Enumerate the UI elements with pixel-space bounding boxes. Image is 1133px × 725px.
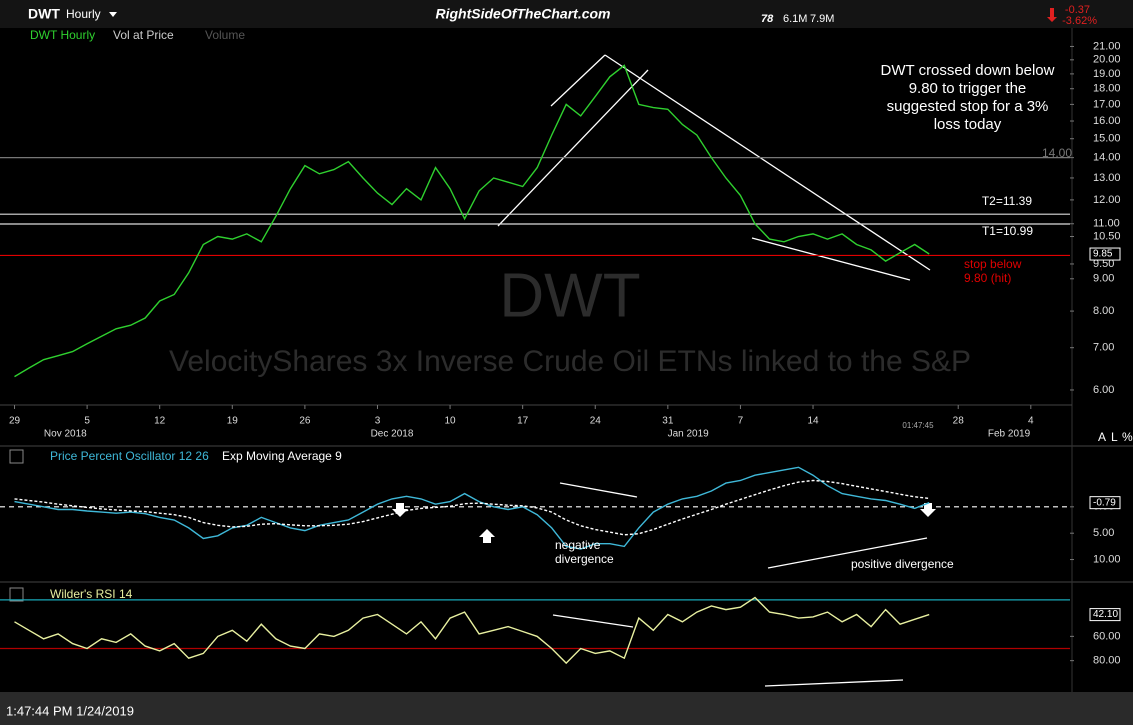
y-tick-label: 15.00 (1093, 133, 1121, 145)
stat: 6.1M (783, 13, 807, 25)
axis-button[interactable]: % (1122, 430, 1133, 444)
trendline (552, 614, 634, 628)
toolbar-item[interactable]: Vol at Price (113, 28, 174, 42)
down-arrow-icon (1047, 8, 1057, 22)
y-tick-label: 9.50 (1093, 258, 1114, 270)
y-tick-label: 8.00 (1093, 305, 1114, 317)
x-tick-label: 3 (375, 416, 381, 427)
y-tick-label: 60.00 (1093, 630, 1121, 642)
y-tick-label: 20.00 (1093, 54, 1121, 66)
change-pct: -3.62% (1062, 15, 1097, 27)
close-button[interactable] (9, 587, 24, 602)
y-tick-label: 5.00 (1093, 527, 1114, 539)
series-line (14, 596, 930, 665)
series-line (14, 479, 930, 536)
x-tick-label: 29 (9, 416, 21, 427)
x-tick-label: 19 (227, 416, 239, 427)
y-tick-label: 7.00 (1093, 342, 1114, 354)
y-tick-label: 16.00 (1093, 115, 1121, 127)
interval[interactable]: Hourly (66, 7, 101, 21)
last-value-label: -0.79 (1093, 497, 1116, 508)
series-line (14, 466, 930, 550)
trendline (550, 54, 606, 107)
timestamp: 1:47:44 PM 1/24/2019 (6, 703, 134, 718)
symbol[interactable]: DWT (28, 6, 60, 22)
y-tick-label: 10.00 (1093, 553, 1121, 565)
x-month-label: Jan 2019 (668, 429, 710, 440)
y-tick-label: 19.00 (1093, 68, 1121, 80)
x-tick-label: 10 (445, 416, 457, 427)
annotation: positive divergence (851, 557, 954, 571)
stat: 78 (761, 13, 774, 25)
trendline (751, 237, 911, 281)
last-value-box (1089, 496, 1121, 510)
y-tick-label: 18.00 (1093, 83, 1121, 95)
y-tick-label: 11.00 (1093, 218, 1120, 230)
x-tick-label: 4 (1028, 416, 1034, 427)
x-tick-label: 5 (84, 416, 90, 427)
y-tick-label: 9.00 (1093, 273, 1114, 285)
x-tick-label: 17 (517, 416, 529, 427)
close-button[interactable] (9, 449, 24, 464)
annotation: DWT crossed down below 9.80 to trigger t… (880, 62, 1055, 133)
x-month-label: Dec 2018 (371, 429, 414, 440)
legend-entry[interactable]: Exp Moving Average 9 (222, 449, 342, 463)
trendline (767, 537, 928, 569)
change: -0.37 (1065, 4, 1090, 16)
y-tick-label: 80.00 (1093, 655, 1121, 667)
trendlines (497, 54, 931, 687)
x-tick-label: 7 (738, 416, 744, 427)
trendline (764, 679, 904, 687)
stat: 7.9M (810, 13, 834, 25)
trendline (497, 69, 649, 227)
annotation: negative divergence (555, 538, 614, 567)
x-tick-label: 12 (154, 416, 166, 427)
trendline (604, 54, 931, 271)
status-bar (0, 692, 1133, 725)
signal-arrows (392, 503, 936, 543)
x-tick-label: 24 (590, 416, 602, 427)
y-tick-label: 6.00 (1093, 384, 1114, 396)
last-value-label: 42.10 (1093, 609, 1118, 620)
y-tick-label: 10.50 (1093, 230, 1121, 242)
last-value-label: 9.85 (1093, 249, 1113, 260)
legend-entry[interactable]: Wilder's RSI 14 (50, 587, 133, 601)
last-value-box (1089, 608, 1121, 622)
dropdown-icon[interactable] (109, 12, 117, 17)
chart-title[interactable]: DWT Hourly (30, 28, 95, 42)
level-label: stop below 9.80 (hit) (964, 257, 1022, 286)
top-bar (0, 0, 1133, 28)
level-label: 14.00 (1041, 146, 1072, 160)
y-tick-label: 17.00 (1093, 98, 1121, 110)
x-tick-label: 26 (299, 416, 311, 427)
series-line (14, 64, 930, 378)
site-name: RightSideOfTheChart.com (435, 6, 610, 22)
y-tick-label: 12.00 (1093, 194, 1121, 206)
watermark: DWT (499, 261, 640, 330)
level-label: T1=10.99 (981, 224, 1033, 238)
x-tick-label: 28 (953, 416, 965, 427)
y-tick-label: 13.00 (1093, 172, 1121, 184)
legend-entry[interactable]: Price Percent Oscillator 12 26 (50, 449, 209, 463)
watermark-subtitle: VelocityShares 3x Inverse Crude Oil ETNs… (169, 345, 971, 378)
x-tick-label: 31 (662, 416, 674, 427)
x-month-label: Nov 2018 (44, 429, 87, 440)
toolbar-item[interactable]: Volume (205, 28, 245, 42)
x-tick-label: 14 (807, 416, 819, 427)
y-tick-label: 21.00 (1093, 40, 1121, 52)
last-value-box (1089, 247, 1121, 261)
trendline (559, 482, 638, 498)
level-label: T2=11.39 (981, 194, 1032, 208)
axis-button[interactable]: L (1111, 430, 1118, 444)
x-month-label: Feb 2019 (988, 429, 1031, 440)
cursor-time: 01:47:45 (902, 421, 934, 430)
y-tick-label: 14.00 (1093, 152, 1121, 164)
axis-button[interactable]: A (1098, 430, 1106, 444)
